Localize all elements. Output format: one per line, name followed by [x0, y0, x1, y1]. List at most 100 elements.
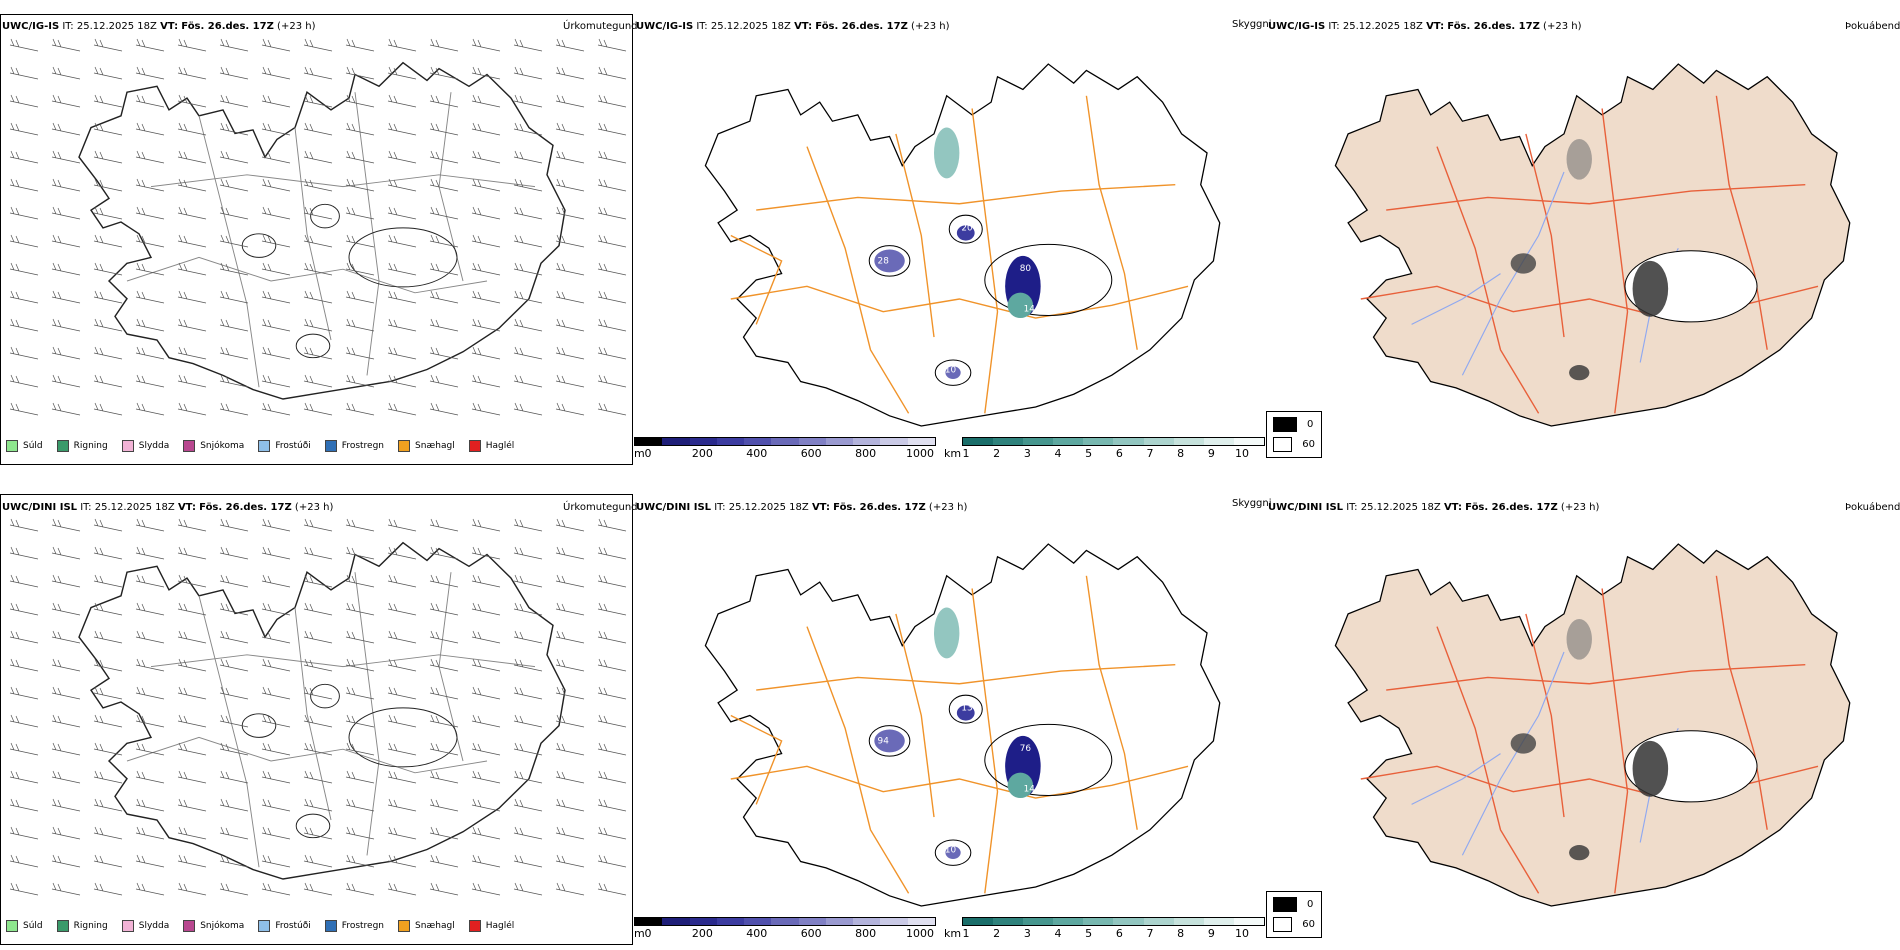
visibility-bin	[1143, 438, 1174, 445]
ceiling-bin	[907, 918, 935, 925]
precip-panel-frame-2	[0, 494, 633, 945]
visibility-unit-1: km	[944, 447, 962, 460]
fog-area	[1566, 618, 1592, 660]
fog-map-1	[1334, 63, 1851, 427]
vis-value-label: 14	[1024, 785, 1036, 795]
cloud-legend-item: 60	[1273, 437, 1315, 452]
cloud-legend-item: 0	[1273, 897, 1315, 912]
vis-value-label: 94	[878, 736, 890, 746]
low-vis-area	[1007, 292, 1034, 319]
low-ceiling-area	[945, 366, 961, 380]
fog-title-1: Þokuábendi	[1845, 21, 1900, 32]
fog-map-2	[1334, 543, 1851, 907]
ceiling-bin	[744, 438, 772, 445]
ceiling-tick: 0	[644, 447, 652, 460]
cloud-legend-item: 60	[1273, 917, 1315, 932]
precip-map-2	[9, 518, 627, 896]
visibility-colorbar-1	[962, 437, 1265, 446]
visibility-bin	[1023, 438, 1054, 445]
road	[1601, 588, 1629, 894]
visibility-bin	[1203, 438, 1234, 445]
ceiling-unit-1: m	[634, 447, 645, 460]
cloud-label: 60	[1302, 919, 1315, 930]
precip-title-1: Úrkomutegund	[563, 21, 638, 32]
road	[756, 664, 1176, 691]
ceiling-bin	[771, 918, 799, 925]
fog-area	[1510, 253, 1537, 274]
low-vis-area	[934, 607, 960, 659]
road	[1601, 108, 1629, 414]
wind-barbs	[9, 518, 627, 896]
visibility-bin	[1113, 918, 1144, 925]
visibility-tick: 10	[1235, 447, 1249, 460]
legend-swatch	[121, 920, 134, 932]
low-vis-area	[934, 127, 960, 179]
legend-label: Frostregn	[341, 921, 385, 931]
road	[806, 626, 910, 894]
ceiling-colorbar-2	[634, 917, 936, 926]
ceiling-bin	[662, 438, 690, 445]
precip-legend-item: Rigning	[56, 440, 108, 452]
vis-value-label: 10	[945, 846, 957, 856]
precip-legend-item: Snjókoma	[183, 440, 244, 452]
low-ceiling-area	[874, 729, 905, 753]
precip-legend-item: Frostúði	[258, 920, 311, 932]
fog-area	[1569, 845, 1590, 861]
road	[1525, 613, 1565, 818]
ceiling-bin	[798, 918, 826, 925]
vis-map-2: 76 14 94 13 10	[704, 543, 1221, 907]
low-vis-area	[1007, 772, 1034, 799]
fog-header-2: UWC/DINI ISL IT: 25.12.2025 18Z VT: Fös.…	[1268, 502, 1600, 513]
road	[756, 184, 1176, 211]
legend-label: Rigning	[73, 921, 108, 931]
visibility-bin	[1113, 438, 1144, 445]
road	[1085, 95, 1138, 350]
legend-swatch	[398, 440, 411, 452]
ceiling-tick: 1000	[906, 447, 934, 460]
road	[1436, 626, 1540, 894]
visibility-bin	[1173, 918, 1204, 925]
vis-title-2: Skyggni	[1232, 498, 1272, 509]
legend-swatch	[6, 920, 18, 932]
road	[971, 588, 999, 894]
visibility-tick: 10	[1235, 927, 1249, 940]
legend-label: Frostúði	[275, 441, 311, 451]
legend-label: Snjókoma	[200, 441, 245, 451]
legend-swatch	[324, 440, 337, 452]
ceiling-bin	[744, 918, 772, 925]
ceiling-bin	[825, 438, 854, 445]
cloud-label: 0	[1307, 419, 1314, 430]
visibility-bin	[1023, 918, 1054, 925]
fog-header-1: UWC/IG-IS IT: 25.12.2025 18Z VT: Fös. 26…	[1268, 21, 1582, 32]
ceiling-tick: 200	[691, 447, 713, 460]
visibility-tick: 5	[1085, 447, 1093, 460]
legend-swatch	[258, 920, 271, 932]
legend-label: Rigning	[73, 441, 108, 451]
legend-swatch	[468, 440, 481, 452]
fog-title-2: Þokuábendi	[1845, 502, 1900, 513]
visibility-tick: 9	[1207, 447, 1215, 460]
ceiling-tick: 400	[746, 447, 768, 460]
cloud-label: 0	[1307, 899, 1314, 910]
visibility-bin	[963, 918, 994, 925]
road	[895, 613, 935, 818]
land-fill	[1334, 543, 1851, 907]
precip-header-1: UWC/IG-IS IT: 25.12.2025 18Z VT: Fös. 26…	[2, 21, 316, 32]
visibility-tick: 4	[1054, 447, 1062, 460]
vis-header-2: UWC/DINI ISL IT: 25.12.2025 18Z VT: Fös.…	[636, 502, 968, 513]
visibility-tick: 3	[1023, 447, 1031, 460]
ceiling-bin	[689, 438, 717, 445]
vis-header-1: UWC/IG-IS IT: 25.12.2025 18Z VT: Fös. 26…	[636, 21, 950, 32]
cloud-swatch	[1273, 897, 1297, 912]
visibility-tick: 2	[993, 447, 1001, 460]
visibility-bin	[963, 438, 994, 445]
road	[1436, 146, 1540, 414]
visibility-bin	[1143, 918, 1174, 925]
visibility-bin	[1233, 918, 1264, 925]
visibility-tick: 8	[1177, 927, 1185, 940]
ceiling-tick: 600	[800, 447, 822, 460]
ceiling-bin	[907, 438, 935, 445]
visibility-tick: 8	[1177, 447, 1185, 460]
cloud-swatch	[1273, 437, 1293, 452]
precip-legend-item: Frostúði	[258, 440, 311, 452]
